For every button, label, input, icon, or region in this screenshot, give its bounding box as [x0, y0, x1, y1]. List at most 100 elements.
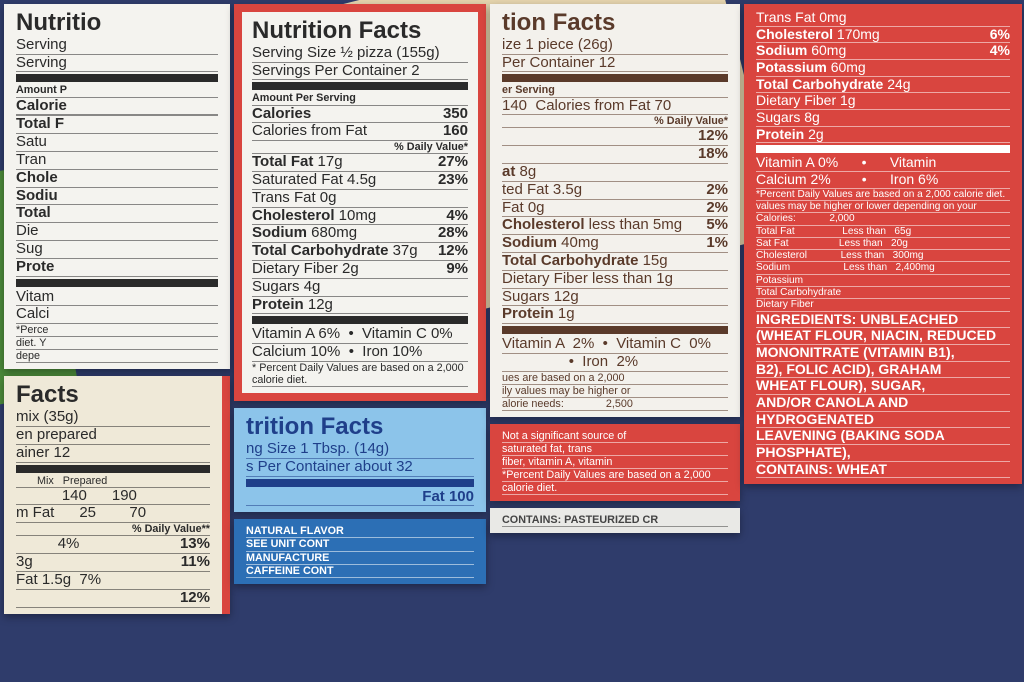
blue-spread-label: trition Facts ng Size 1 Tbsp. (14g) s Per … [234, 408, 486, 513]
nutrient-name: Chole [16, 168, 58, 186]
nutrient-row: Fat 1.5g 7% [16, 571, 210, 590]
daily-value: 1% [706, 234, 728, 252]
nutrient-row: Sodiu [16, 187, 218, 206]
right-middle-column: tion Facts ize 1 piece (26g) Per Container… [490, 4, 740, 534]
nutrient-amount: Calci [16, 305, 50, 323]
daily-value: 6% [989, 25, 1010, 42]
nutrient-name: er Serving [502, 84, 555, 97]
nutrient-amount: Dietary Fiber less than 1g [502, 269, 673, 287]
nutrient-row: Tran [16, 151, 218, 170]
nutrient-amount: Calories: 2,000 [756, 213, 855, 225]
nutrient-amount: Sugars 4g [252, 277, 321, 295]
nutrient-row: • Iron 2% [502, 352, 728, 372]
nutrient-row: 140 190 [16, 487, 210, 506]
nutrient-row: mix (35g) [16, 408, 210, 428]
nutrient-row: HYDROGENATED [756, 411, 1010, 429]
nutrient-amount: Trans Fat 0mg [756, 9, 847, 25]
nutrient-row: Calci [16, 305, 218, 325]
daily-value: 4% [446, 206, 468, 224]
nutrient-row: calorie diet. [502, 482, 728, 496]
nutrient-name: Sodium [756, 42, 808, 59]
nutrient-row: Total Carbohydrate [756, 287, 1010, 300]
nutrient-name: CONTAINS: WHEAT [756, 460, 887, 477]
daily-value: 18% [697, 145, 728, 163]
nutrient-amount: Satu [16, 133, 47, 151]
nutrient-row: Satu [16, 133, 218, 152]
nutrient-name: Total Fat [252, 153, 314, 171]
daily-value: 2% [706, 198, 728, 216]
nutrient-amount: ues are based on a 2,000 [502, 371, 625, 384]
nutrient-amount: fiber, vitamin A, vitamin [502, 456, 613, 469]
nutrient-row: Total Carbohydrate 15g [502, 252, 728, 271]
nutrient-amount: Vitamin A 6% • Vitamin C 0% [252, 325, 453, 343]
daily-value: 28% [437, 224, 468, 242]
nutrient-row: ues are based on a 2,000 [502, 372, 728, 385]
nutrient-row: diet. Y [16, 337, 218, 351]
nutrient-row: s Per Container about 32 [246, 457, 474, 477]
nutrient-row: Protein 2g [756, 126, 1010, 144]
divider-bar [756, 145, 1010, 154]
nutrient-amount: s Per Container about 32 [246, 457, 413, 475]
nutrient-row: Amount Per Serving [252, 92, 468, 106]
nutrient-row: ily values may be higher or [502, 385, 728, 398]
nutrient-row: Servings Per Container 2 [252, 62, 468, 81]
nutrient-amount: values may be higher or lower depending … [756, 201, 977, 212]
nutrient-row: Per Container 12 [502, 54, 728, 73]
daily-value: 5% [706, 216, 728, 234]
nutrient-name: Potassium [756, 59, 827, 76]
nutrient-row: Sugars 4g [252, 277, 468, 297]
nutrient-row: saturated fat, trans [502, 443, 728, 457]
nutrient-row: Chole [16, 168, 218, 188]
divider-bar [252, 316, 468, 325]
nutrient-row: Sodium Less than 2,400mg [756, 262, 1010, 275]
nutrient-amount: depe [16, 350, 41, 363]
nutrient-row: Total Fat 17g 27% [252, 153, 468, 173]
nutrient-name: Calorie [16, 96, 67, 114]
nutrient-name: MANUFACTURE [246, 551, 330, 564]
nutrient-row: Cholesterol 170mg 6% [756, 25, 1010, 44]
nutrient-row: MANUFACTURE [246, 552, 474, 565]
label-title: tion Facts [502, 9, 616, 36]
nutrient-amount: mix (35g) [16, 408, 79, 426]
daily-value: 27% [437, 153, 468, 171]
nutrient-row: m Fat 25 70 [16, 504, 210, 524]
nutrient-amount: m Fat 25 70 [16, 504, 147, 522]
nutrient-name: B2), FOLIC ACID), GRAHAM [756, 360, 942, 377]
nutrient-row: Cholesterol less than 5mg 5% [502, 216, 728, 236]
nutrient-name: WHEAT FLOUR), SUGAR, [756, 377, 926, 394]
nutrient-amount: Cholesterol Less than 300mg [756, 250, 924, 262]
nutrient-amount: • Iron 2% [502, 352, 639, 370]
nutrient-row: Saturated Fat 4.5g 23% [252, 171, 468, 190]
nutrient-row: values may be higher or lower depending … [756, 201, 1010, 214]
nutrient-name: (WHEAT FLOUR, NIACIN, REDUCED [756, 327, 997, 344]
nutrient-row: Prote [16, 258, 218, 277]
nutrient-row: 140 Calories from Fat 70 [502, 97, 728, 116]
nutrient-row: Not a significant source of [502, 430, 728, 444]
nutrient-row: 3g 11% [16, 553, 210, 572]
nutrient-amount: 8g [515, 163, 537, 181]
nutrient-row: AND/OR CANOLA AND [756, 394, 1010, 412]
nutrient-name: Total F [16, 115, 65, 133]
nutrient-amount: 1g [553, 305, 575, 323]
nutrient-amount: Fat 0g [502, 198, 545, 216]
nutrient-amount: ily values may be higher or [502, 384, 631, 397]
nutrient-amount: Trans Fat 0g [252, 188, 337, 206]
nutrient-row: Vitamin A 2% • Vitamin C 0% [502, 335, 728, 354]
nutrient-amount: ize 1 piece (26g) [502, 35, 613, 53]
nutrient-row: LEAVENING (BAKING SODA [756, 427, 1010, 445]
left-column: Nutritio Serving Serving Amount P Calorie Tot… [4, 4, 230, 614]
nutrient-amount: Potassium [756, 274, 804, 286]
nutrient-row: B2), FOLIC ACID), GRAHAM [756, 360, 1010, 379]
nutrient-row: CONTAINS: PASTEURIZED CR [502, 514, 728, 528]
nutrient-row: SEE UNIT CONT [246, 538, 474, 552]
nutrient-amount: Die [16, 222, 39, 240]
nutrient-amount: 60mg [807, 42, 847, 59]
nutrient-row: ted Fat 3.5g 2% [502, 181, 728, 200]
divider-bar [502, 74, 728, 83]
nutrient-row: Calcium 10% • Iron 10% [252, 343, 468, 362]
nutrient-name: MONONITRATE (VITAMIN B1), [756, 343, 955, 360]
top-left-strip: CONTAINS: PASTEURIZED CR [490, 508, 740, 534]
left-back-label: Nutritio Serving Serving Amount P Calorie Tot… [4, 4, 230, 370]
nutrient-name: Total Carbohydrate [252, 242, 389, 260]
nutrient-amount: Sugars 8g [756, 109, 820, 126]
